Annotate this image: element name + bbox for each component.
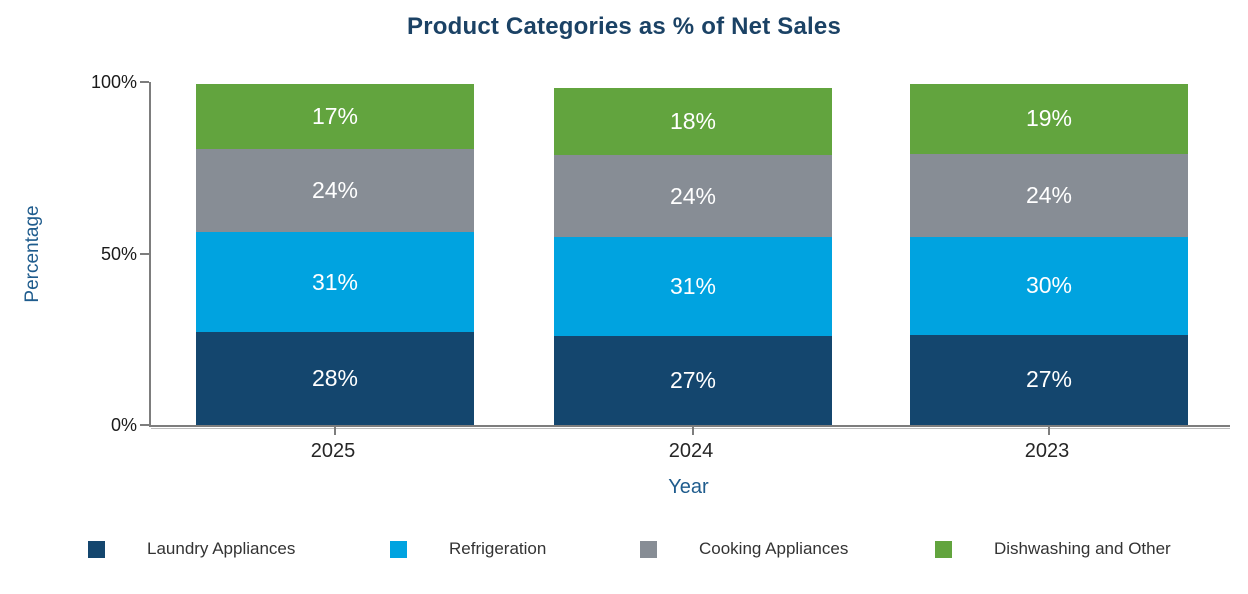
legend-label: Laundry Appliances (147, 539, 296, 558)
y-tick-label: 50% (100, 243, 137, 264)
segment-value-label: 27% (669, 366, 717, 393)
segment-2025-cooking-appliances: 24% (196, 149, 474, 232)
y-tick-mark (140, 81, 149, 83)
segment-value-label: 19% (1025, 105, 1073, 132)
segment-value-label: 31% (669, 272, 717, 299)
x-category-label-2025: 2025 (310, 440, 356, 462)
segment-value-label: 18% (669, 108, 717, 135)
legend-swatch (640, 540, 657, 558)
x-tick-mark (1048, 427, 1050, 435)
segment-value-label: 24% (669, 182, 717, 209)
legend-item-refrigeration: Refrigeration (390, 539, 546, 559)
segment-2023-dishwashing-and-other: 19% (910, 83, 1188, 155)
segment-value-label: 24% (311, 177, 359, 203)
y-tick-mark (140, 252, 149, 255)
segment-value-label: 31% (311, 268, 359, 295)
segment-2025-dishwashing-and-other: 17% (196, 83, 474, 150)
bar-2023: 19% 24% 30% 27% (910, 83, 1188, 425)
x-tick-mark (692, 427, 694, 435)
y-tick-label: 0% (110, 415, 137, 435)
segment-value-label: 24% (1025, 181, 1073, 208)
legend-item-cooking-appliances: Cooking Appliances (640, 539, 848, 559)
legend-label: Refrigeration (449, 539, 547, 558)
legend-label: Cooking Appliances (699, 539, 849, 558)
segment-value-label: 30% (1025, 272, 1073, 299)
segment-value-label: 27% (1025, 366, 1073, 393)
x-tick-mark (334, 427, 336, 435)
segment-2023-refrigeration: 30% (910, 236, 1188, 335)
segment-value-label: 17% (311, 102, 359, 129)
segment-value-label: 28% (311, 365, 359, 392)
chart-title: Product Categories as % of Net Sales (407, 13, 841, 40)
legend-item-dishwashing-and-other: Dishwashing and Other (935, 539, 1171, 559)
legend-item-laundry-appliances: Laundry Appliances (88, 539, 295, 559)
legend-swatch (88, 540, 105, 558)
legend: Laundry Appliances Refrigeration Cooking A… (0, 539, 1248, 561)
segment-2024-dishwashing-and-other: 18% (554, 88, 832, 156)
x-category-label-2023: 2023 (1024, 440, 1070, 462)
segment-2024-laundry-appliances: 27% (554, 335, 832, 425)
segment-2024-cooking-appliances: 24% (554, 155, 832, 237)
segment-2023-cooking-appliances: 24% (910, 154, 1188, 237)
segment-2025-refrigeration: 31% (196, 231, 474, 333)
x-axis-title: Year (668, 476, 709, 498)
bar-2024: 18% 24% 31% 27% (554, 88, 832, 425)
legend-swatch (390, 540, 407, 558)
segment-2023-laundry-appliances: 27% (910, 334, 1188, 425)
y-tick-mark (140, 424, 149, 426)
x-category-label-2024: 2024 (668, 440, 714, 462)
bar-2025: 17% 24% 31% 28% (196, 83, 474, 425)
legend-swatch (935, 540, 952, 558)
segment-2024-refrigeration: 31% (554, 237, 832, 336)
plot-area: 0% 50% 100% 17% 24% 31% 28% 18% 24% 31% 27% 19% 24% 3… (91, 72, 1230, 435)
y-axis-title: Percentage (22, 205, 43, 303)
legend-label: Dishwashing and Other (994, 539, 1171, 558)
x-axis-line-shadow (151, 428, 1230, 429)
y-tick-label: 100% (90, 72, 137, 92)
segment-2025-laundry-appliances: 28% (196, 332, 474, 425)
